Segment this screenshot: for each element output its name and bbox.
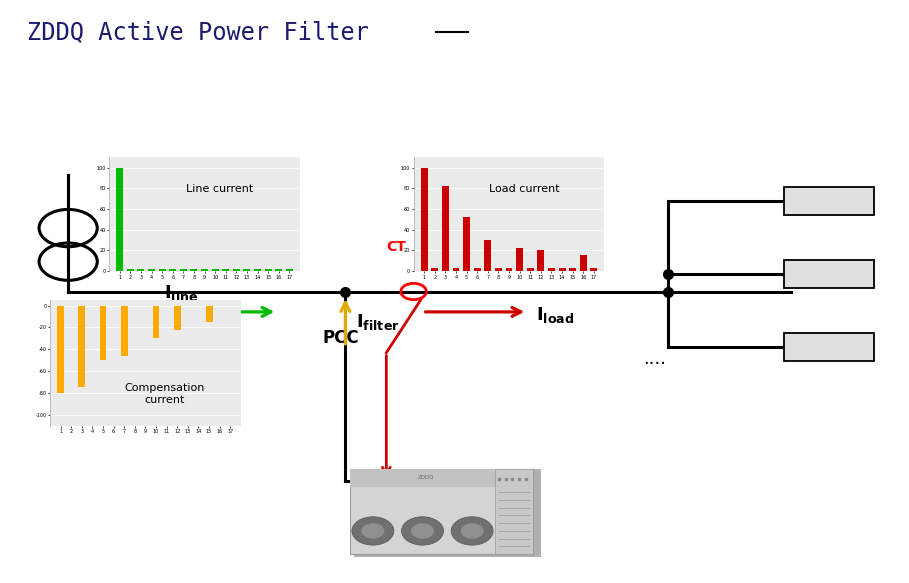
Text: ZDDQ: ZDDQ [418, 474, 435, 479]
Bar [137, 269, 145, 271]
Circle shape [402, 517, 444, 545]
Bar [275, 269, 282, 271]
Bar [148, 269, 155, 271]
Bar [78, 305, 85, 388]
Bar [591, 268, 597, 271]
Text: CT: CT [386, 240, 406, 254]
Circle shape [411, 523, 434, 539]
FancyBboxPatch shape [784, 187, 874, 215]
Bar [191, 269, 197, 271]
Bar [201, 269, 208, 271]
Bar [212, 269, 218, 271]
Text: ....: .... [643, 350, 666, 367]
Bar [537, 251, 544, 271]
Bar [121, 305, 127, 356]
Bar [464, 217, 470, 271]
Circle shape [352, 517, 394, 545]
Bar [223, 269, 229, 271]
Bar [495, 268, 502, 271]
Circle shape [362, 523, 385, 539]
Bar [244, 269, 250, 271]
Bar [286, 269, 293, 271]
Text: $\mathbf{I}_{\mathbf{line}}$: $\mathbf{I}_{\mathbf{line}}$ [164, 283, 198, 303]
FancyBboxPatch shape [784, 332, 874, 361]
Bar [174, 305, 181, 329]
Bar [580, 255, 586, 271]
Bar [432, 268, 438, 271]
FancyBboxPatch shape [350, 469, 534, 554]
Bar [100, 305, 106, 360]
Bar [484, 240, 491, 271]
Bar [127, 269, 134, 271]
Text: $\mathbf{I}_{\mathbf{filter}}$: $\mathbf{I}_{\mathbf{filter}}$ [356, 311, 400, 332]
Text: Load: Load [813, 267, 846, 281]
Bar [153, 305, 159, 338]
Bar [474, 268, 481, 271]
Circle shape [461, 523, 484, 539]
Text: $\mathbf{I}_{\mathbf{load}}$: $\mathbf{I}_{\mathbf{load}}$ [536, 305, 574, 325]
Bar [180, 269, 186, 271]
FancyBboxPatch shape [784, 259, 874, 288]
FancyBboxPatch shape [495, 469, 534, 554]
Text: Load: Load [813, 340, 846, 354]
Bar [255, 269, 261, 271]
Bar [169, 269, 176, 271]
Text: ZDDQ Active Power Filter: ZDDQ Active Power Filter [27, 20, 369, 44]
Bar [116, 168, 123, 271]
Bar [505, 268, 513, 271]
Bar [516, 248, 523, 271]
Text: Line current: Line current [186, 184, 254, 194]
Text: Load current: Load current [489, 184, 560, 194]
Text: Compensation
current: Compensation current [125, 384, 205, 405]
Bar [442, 187, 449, 271]
Bar [57, 305, 64, 393]
Bar [265, 269, 272, 271]
Bar [421, 168, 427, 271]
FancyBboxPatch shape [354, 469, 541, 559]
Bar [548, 268, 554, 271]
Bar [559, 268, 565, 271]
Text: Load: Load [813, 194, 846, 208]
Circle shape [451, 517, 494, 545]
Bar [233, 269, 240, 271]
Bar [205, 305, 213, 322]
Bar [527, 268, 534, 271]
Bar [569, 268, 576, 271]
Bar [159, 269, 165, 271]
Text: PCC: PCC [323, 329, 359, 347]
Bar [453, 268, 459, 271]
FancyBboxPatch shape [350, 469, 534, 487]
